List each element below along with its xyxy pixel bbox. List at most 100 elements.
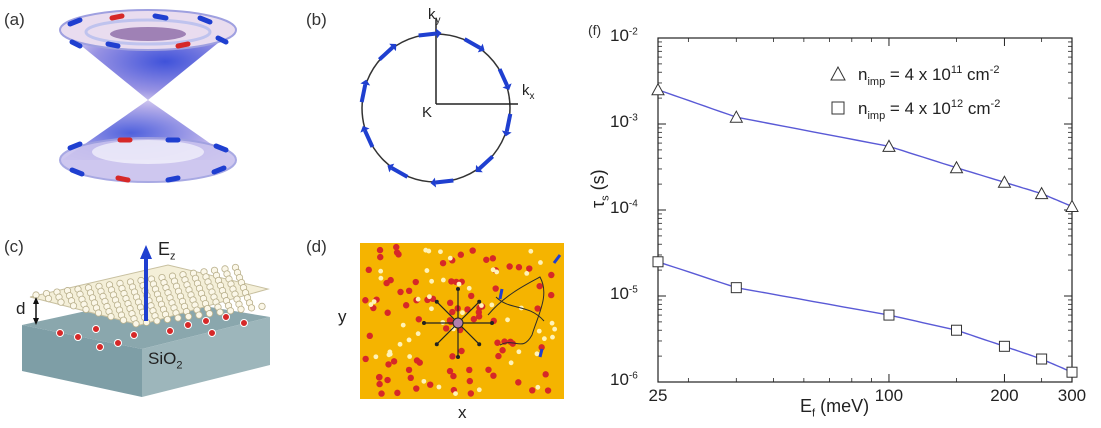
fermi-circle-figure — [359, 18, 518, 188]
bright-dot — [505, 317, 510, 323]
impurity-dot — [449, 308, 456, 316]
impurity-dot — [470, 315, 478, 323]
data-point-triangle — [729, 110, 744, 123]
y-tick-label: 10-5 — [610, 284, 638, 303]
data-point-triangle — [651, 82, 665, 96]
scattering-ray-tip — [477, 299, 482, 304]
impurity-dot — [457, 251, 465, 258]
impurity-dot — [507, 338, 514, 345]
impurity-dot — [449, 353, 456, 360]
impurity — [184, 321, 192, 329]
data-point-triangle — [949, 160, 964, 174]
bright-dot — [541, 336, 547, 342]
legend-label: nimp = 4 x 1012 cm-2 — [858, 98, 1000, 122]
impurity-dot — [376, 380, 383, 388]
impurity-dot — [464, 306, 471, 313]
bright-dot — [378, 268, 384, 274]
data-point-square — [730, 282, 742, 294]
bright-dot — [535, 384, 541, 390]
spin-arrow-head — [475, 164, 483, 173]
impurity — [74, 333, 82, 341]
map-x-label: x — [458, 403, 467, 422]
bright-dot — [456, 281, 462, 287]
impurity — [114, 339, 122, 347]
scattering-ray-tip — [434, 299, 439, 304]
impurity-dot — [362, 297, 369, 304]
scattering-ray-tip — [434, 342, 439, 347]
impurity — [92, 325, 100, 333]
bright-dot — [479, 303, 484, 308]
impurity-dot — [506, 263, 513, 270]
impurity-dot — [534, 305, 541, 312]
spin-arrow — [504, 113, 513, 132]
impurity-dot — [394, 389, 401, 397]
bright-dot — [476, 387, 482, 393]
spin-arrow — [478, 154, 495, 171]
series-line — [657, 261, 1073, 373]
impurity-dot — [362, 355, 369, 363]
bright-dot — [438, 249, 443, 255]
data-point-square — [1066, 366, 1078, 378]
impurity-dot — [393, 249, 401, 256]
impurity-dot — [376, 246, 384, 254]
data-point-square — [652, 256, 664, 268]
graphene-lattice — [32, 263, 266, 328]
impurity-dot — [495, 352, 502, 360]
scattering-star — [422, 287, 494, 359]
impurity-dot — [446, 317, 454, 324]
bright-dot — [378, 275, 384, 281]
lattice-atom — [107, 313, 115, 321]
impurity-dot — [548, 271, 555, 279]
spin-arrow — [435, 178, 454, 185]
bright-dot — [524, 271, 530, 276]
panel-c-label: (c) — [4, 237, 24, 256]
impurity-dot — [378, 390, 385, 397]
panel-f-label: (f) — [588, 22, 602, 38]
scattering-paths — [487, 276, 545, 346]
scattering-ray-tip — [422, 321, 426, 325]
x-tick-label: 200 — [990, 386, 1019, 405]
panel-d-label: (d) — [306, 237, 327, 256]
impurity-dot — [407, 374, 414, 382]
impurity-dot — [366, 332, 373, 340]
data-point-triangle — [1034, 186, 1049, 200]
lattice-atom — [44, 295, 53, 303]
impurity — [202, 317, 210, 325]
impurity-dot — [499, 347, 506, 354]
spin-arrow — [418, 31, 437, 38]
panel-f: (f) nimp = 4 x 1011 cm-2 nimp = 4 x 1012 … — [580, 0, 1101, 428]
impurity-dot — [390, 358, 398, 365]
substrate-front — [22, 325, 142, 397]
legend-marker — [830, 65, 846, 81]
impurity-dot — [492, 285, 499, 292]
impurity-dot — [466, 377, 474, 385]
spin-arrow — [377, 45, 394, 62]
bright-dot — [421, 378, 427, 384]
impurity — [166, 327, 174, 335]
impurity-dot — [412, 278, 419, 286]
bright-dot — [466, 285, 472, 291]
impurity-dot — [536, 282, 543, 290]
bright-dot — [429, 306, 434, 312]
impurity — [96, 343, 104, 351]
spin-arrow-head — [502, 83, 512, 91]
map-y-label: y — [338, 307, 347, 326]
panel-a: (a) — [0, 0, 300, 210]
spin-arrow — [497, 68, 509, 87]
bright-dot — [415, 331, 421, 337]
spin-arrow-head — [360, 79, 371, 86]
lattice-atom — [153, 317, 161, 325]
impurity — [130, 331, 138, 339]
spin-arrow — [363, 129, 375, 148]
data-point-square — [951, 324, 963, 336]
dirac-cone-figure — [59, 9, 237, 183]
bright-dot — [489, 302, 495, 308]
lattice-atom — [258, 302, 266, 311]
panel-b-label: (b) — [306, 10, 327, 29]
impurity-dot — [385, 361, 392, 368]
bright-dot — [460, 310, 465, 316]
spin-arrow — [390, 166, 409, 179]
impurity-dot — [489, 255, 497, 262]
x-tick-label: 300 — [1057, 386, 1087, 405]
impurity-dot — [515, 264, 523, 271]
